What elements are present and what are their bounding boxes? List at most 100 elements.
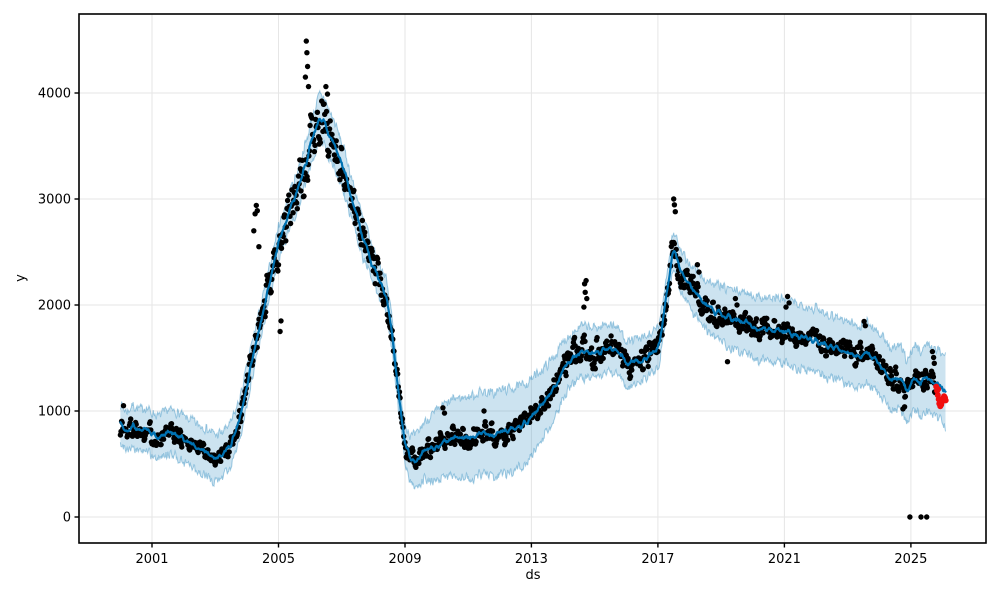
observation-point <box>329 131 335 138</box>
observation-point <box>931 360 937 366</box>
observation-point <box>254 208 260 214</box>
observation-point <box>644 346 650 352</box>
observation-point <box>929 348 936 355</box>
observation-point <box>583 277 589 284</box>
observation-point <box>671 202 678 208</box>
observation-point <box>360 225 366 231</box>
observation-point <box>158 441 164 448</box>
observation-point <box>924 385 930 391</box>
observation-point <box>902 393 909 400</box>
observation-point <box>317 139 324 146</box>
observation-point <box>301 193 307 199</box>
observation-point <box>858 344 864 351</box>
observation-point <box>876 353 882 360</box>
observation-point <box>563 372 569 379</box>
observation-point <box>195 449 201 456</box>
observation-point <box>278 318 284 324</box>
observation-point <box>604 338 610 344</box>
observation-point <box>671 196 677 202</box>
observation-point <box>684 267 690 273</box>
y-tick-label: 1000 <box>38 405 71 420</box>
observation-point <box>321 101 327 107</box>
observation-point <box>732 295 739 302</box>
observation-point <box>930 354 937 361</box>
observation-point <box>695 284 701 290</box>
observation-point <box>783 304 789 310</box>
observation-point <box>413 464 419 470</box>
observation-point <box>694 262 701 268</box>
observation-point <box>460 426 466 432</box>
observation-point <box>841 353 848 359</box>
observation-point <box>369 248 375 254</box>
observation-point <box>326 149 332 155</box>
observation-point <box>201 441 207 448</box>
observation-point <box>263 282 269 288</box>
x-tick-label: 2005 <box>262 552 295 567</box>
observation-point <box>295 173 302 179</box>
observation-point <box>616 341 622 348</box>
observation-point <box>772 318 778 324</box>
observation-point <box>679 277 685 283</box>
x-axis-label: ds <box>525 568 541 583</box>
observation-point <box>793 342 800 349</box>
observation-point <box>352 220 358 226</box>
observation-point <box>581 304 587 310</box>
observation-point <box>323 108 330 115</box>
observation-point <box>505 437 511 443</box>
observation-point <box>298 188 304 194</box>
observation-point <box>722 306 728 312</box>
observation-point <box>410 448 416 454</box>
observation-point <box>483 423 489 429</box>
anomaly-point <box>935 386 942 393</box>
observation-point <box>287 220 294 227</box>
observation-point <box>690 273 696 280</box>
anomaly-point <box>942 397 949 404</box>
observation-point <box>704 297 710 304</box>
zero-observation-point <box>907 514 913 520</box>
observation-point <box>760 330 766 336</box>
x-tick-label: 2013 <box>515 552 548 567</box>
observation-point <box>314 109 321 116</box>
observation-point <box>147 419 153 425</box>
observation-point <box>489 420 495 426</box>
y-tick-label: 4000 <box>38 87 71 102</box>
observation-point <box>714 323 720 330</box>
observation-point <box>275 262 282 268</box>
observation-point <box>588 345 595 351</box>
observation-point <box>584 295 590 302</box>
observation-point <box>888 373 895 379</box>
observation-point <box>645 363 651 370</box>
observation-point <box>331 152 338 158</box>
observation-point <box>120 403 127 409</box>
observation-point <box>545 403 552 409</box>
observation-point <box>327 118 333 124</box>
observation-point <box>372 281 378 287</box>
observation-point <box>362 229 368 235</box>
observation-point <box>581 332 587 338</box>
observation-point <box>861 318 867 325</box>
plot-border <box>78 13 987 544</box>
observation-point <box>251 228 257 234</box>
x-tick-label: 2017 <box>641 552 674 567</box>
observation-point <box>627 373 634 380</box>
observation-point <box>374 256 381 262</box>
observation-point <box>339 146 345 152</box>
observation-point <box>305 83 312 90</box>
observation-point <box>442 445 448 451</box>
observation-point <box>450 426 457 432</box>
observation-point <box>782 334 789 340</box>
observation-point <box>286 192 292 198</box>
observation-point <box>608 333 614 339</box>
observation-point <box>784 293 791 300</box>
observation-point <box>324 91 331 97</box>
observation-point <box>769 333 775 339</box>
observation-point <box>427 454 434 461</box>
observation-point <box>225 454 231 460</box>
observation-point <box>452 441 458 448</box>
observation-point <box>326 126 333 132</box>
observation-point <box>734 302 740 308</box>
observation-point <box>672 209 678 215</box>
